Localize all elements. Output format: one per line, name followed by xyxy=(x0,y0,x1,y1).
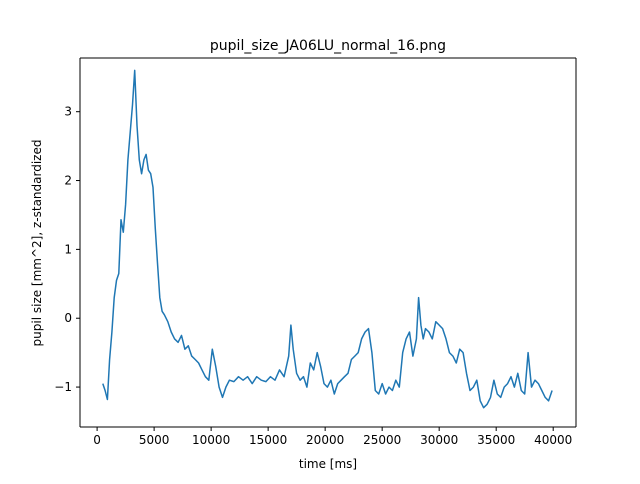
y-axis-label: pupil size [mm^2], z-standardized xyxy=(30,140,44,347)
chart-title: pupil_size_JA06LU_normal_16.png xyxy=(210,38,446,54)
series-layer xyxy=(102,69,553,409)
x-tick-label: 10000 xyxy=(192,433,230,447)
x-tick-label: 35000 xyxy=(477,433,515,447)
y-tick-label: 1 xyxy=(64,242,72,256)
y-tick-label: 0 xyxy=(64,311,72,325)
x-axis-ticks: 0 5000 10000 15000 20000 25000 30000 35000 40000 xyxy=(93,427,572,447)
y-tick-label: −1 xyxy=(54,380,72,394)
x-tick-label: 40000 xyxy=(534,433,572,447)
x-tick-label: 30000 xyxy=(420,433,458,447)
x-tick-label: 0 xyxy=(93,433,101,447)
axes-frame xyxy=(79,57,577,428)
y-axis-ticks: −1 0 1 2 3 xyxy=(54,105,80,394)
y-tick-label: 2 xyxy=(64,174,72,188)
x-tick-label: 25000 xyxy=(363,433,401,447)
x-tick-label: 20000 xyxy=(306,433,344,447)
x-tick-label: 5000 xyxy=(139,433,170,447)
x-axis-label: time [ms] xyxy=(299,457,357,471)
series-line xyxy=(102,69,553,409)
y-tick-label: 3 xyxy=(64,105,72,119)
x-tick-label: 15000 xyxy=(249,433,287,447)
plot-area xyxy=(80,58,576,427)
